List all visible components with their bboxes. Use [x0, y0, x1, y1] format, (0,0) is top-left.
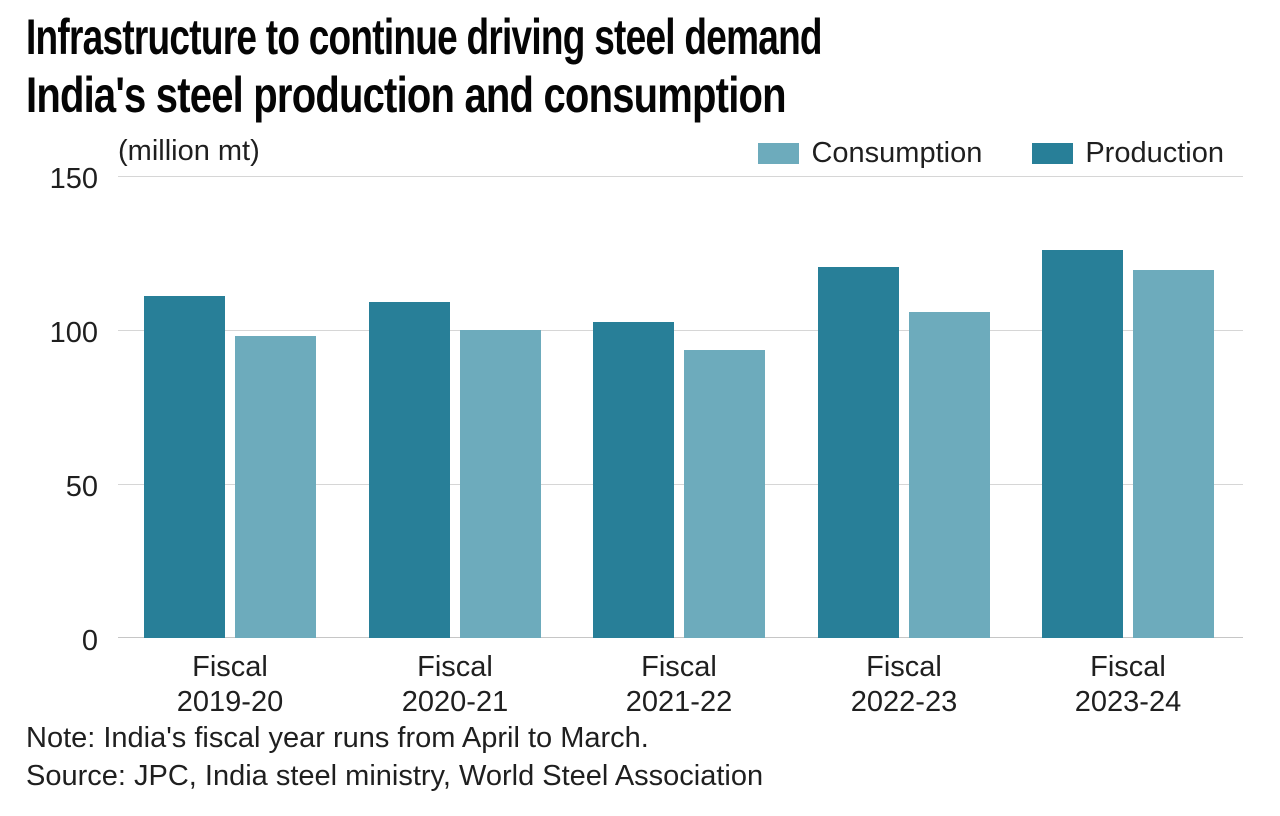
x-tick-label-2023-24: Fiscal 2023-24: [1074, 651, 1182, 718]
gridline-150: [118, 176, 1243, 177]
x-tick-label-2021-22: Fiscal 2021-22: [625, 651, 733, 718]
bar-production-fiscal-2022-23: [818, 267, 899, 638]
legend-label-production: Production: [1085, 137, 1224, 169]
x-tick-label-2019-20: Fiscal 2019-20: [176, 651, 284, 718]
chart-subtitle: India's steel production and consumption: [26, 67, 787, 123]
y-tick-label-50: 50: [65, 471, 98, 503]
chart-title: Infrastructure to continue driving steel…: [26, 9, 823, 65]
bar-production-fiscal-2023-24: [1042, 250, 1123, 638]
plot-area: [118, 176, 1243, 638]
bar-consumption-fiscal-2019-20: [235, 336, 316, 638]
bar-production-fiscal-2021-22: [593, 322, 674, 638]
y-tick-label-100: 100: [49, 317, 98, 349]
x-tick-label-2020-21: Fiscal 2020-21: [401, 651, 509, 718]
gridline-50: [118, 484, 1243, 485]
legend-item-production: Production: [1032, 137, 1224, 170]
bar-production-fiscal-2019-20: [144, 296, 225, 638]
bar-consumption-fiscal-2022-23: [909, 312, 990, 638]
legend: Consumption Production: [758, 137, 1224, 170]
y-tick-label-0: 0: [81, 625, 98, 657]
production-swatch-icon: [1032, 143, 1074, 164]
bar-consumption-fiscal-2021-22: [684, 350, 765, 638]
legend-item-consumption: Consumption: [758, 137, 982, 170]
note-text: Note: India's fiscal year runs from Apri…: [26, 722, 649, 754]
y-tick-label-150: 150: [49, 163, 98, 195]
legend-label-consumption: Consumption: [811, 137, 983, 169]
consumption-swatch-icon: [758, 143, 800, 164]
y-axis-unit-label: (million mt): [118, 135, 260, 167]
bar-consumption-fiscal-2020-21: [460, 330, 541, 638]
gridline-0: [118, 637, 1243, 638]
x-tick-label-2022-23: Fiscal 2022-23: [850, 651, 958, 718]
bar-consumption-fiscal-2023-24: [1133, 270, 1214, 638]
source-text: Source: JPC, India steel ministry, World…: [26, 760, 764, 792]
gridline-100: [118, 330, 1243, 331]
bar-production-fiscal-2020-21: [369, 302, 450, 638]
